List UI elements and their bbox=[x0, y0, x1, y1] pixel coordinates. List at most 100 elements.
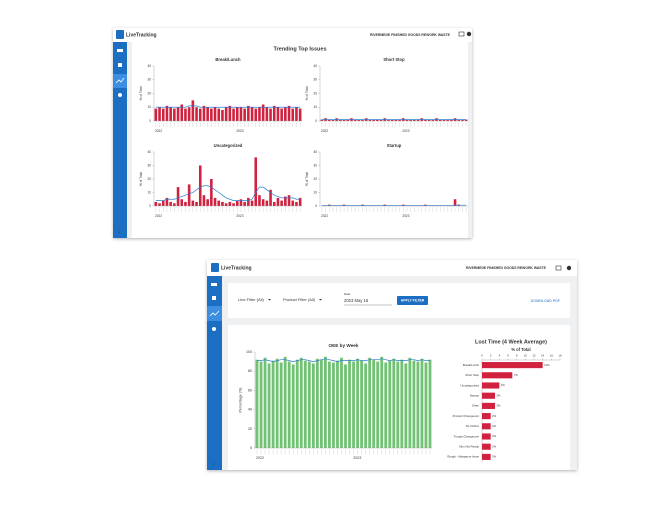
y-tick-label: 10 bbox=[147, 105, 151, 109]
y-tick-label: 20 bbox=[147, 91, 151, 95]
y-tick-label: 40 bbox=[147, 150, 151, 154]
bar bbox=[236, 107, 239, 121]
sidebar-active[interactable] bbox=[207, 306, 222, 321]
sidebar-icon[interactable] bbox=[118, 93, 122, 97]
bar bbox=[364, 364, 367, 448]
bar bbox=[296, 360, 299, 448]
sidebar-icon[interactable] bbox=[212, 296, 216, 300]
download-link[interactable]: DOWNLOAD PDF bbox=[531, 299, 561, 303]
x-group-label: 2023 bbox=[353, 456, 361, 460]
value-label: 2% bbox=[492, 434, 497, 438]
bar bbox=[292, 364, 295, 448]
product-filter[interactable]: Product Filter (All) bbox=[283, 297, 316, 302]
brand: LiveTracking bbox=[221, 265, 252, 271]
y-tick-label: 20 bbox=[248, 427, 252, 431]
bar bbox=[173, 109, 176, 121]
logo bbox=[116, 30, 124, 39]
x-group-label: 2022 bbox=[155, 214, 162, 218]
chart-title: Lost Time (4 Week Average) bbox=[475, 339, 547, 345]
bar bbox=[254, 109, 257, 121]
bar bbox=[272, 361, 275, 448]
account-icon[interactable] bbox=[467, 32, 471, 36]
value-label: 3% bbox=[497, 404, 502, 408]
bar bbox=[336, 361, 339, 448]
bar bbox=[352, 362, 355, 448]
bar bbox=[155, 109, 158, 121]
y-tick-label: 40 bbox=[313, 64, 317, 68]
bar bbox=[295, 202, 298, 206]
bar bbox=[273, 106, 276, 121]
y-tick-label: 10 bbox=[313, 105, 317, 109]
bar bbox=[184, 202, 187, 206]
y-tick-label: 0 bbox=[315, 119, 317, 123]
value-label: 4% bbox=[501, 383, 506, 387]
bar bbox=[264, 358, 267, 448]
sidebar-icon[interactable] bbox=[117, 49, 123, 52]
bar bbox=[243, 202, 246, 206]
top-window: LiveTracking RIVERMEDE FINISHED GOODS RE… bbox=[113, 28, 472, 238]
bar bbox=[344, 364, 347, 448]
bottom-window: LiveTracking RIVERMEDE FINISHED GOODS RE… bbox=[207, 260, 577, 470]
bar bbox=[188, 184, 191, 206]
category-label: Uncategorized bbox=[460, 383, 479, 387]
plant-select[interactable]: RIVERMEDE FINISHED GOODS REWORK WASTE bbox=[370, 33, 451, 37]
bar bbox=[277, 107, 280, 121]
bar bbox=[266, 201, 269, 206]
bar bbox=[288, 195, 291, 206]
bar bbox=[280, 363, 283, 448]
bar bbox=[158, 203, 161, 206]
category-label: Other bbox=[472, 404, 479, 408]
line-filter[interactable]: Line Filter (All) bbox=[238, 297, 264, 302]
y-tick-label: 30 bbox=[313, 163, 317, 167]
sidebar bbox=[113, 42, 127, 238]
bar bbox=[195, 202, 198, 206]
bar bbox=[304, 361, 307, 448]
bar bbox=[203, 195, 206, 206]
bar bbox=[392, 359, 395, 448]
bar bbox=[482, 362, 543, 368]
y-tick-label: 10 bbox=[147, 190, 151, 194]
bar bbox=[247, 106, 250, 121]
bar bbox=[229, 106, 232, 121]
y-tick-label: 20 bbox=[313, 91, 317, 95]
y-axis-label: % of Total bbox=[139, 172, 143, 186]
x-tick-label: 16 bbox=[550, 354, 554, 358]
y-tick-label: 100 bbox=[246, 350, 252, 354]
bar bbox=[482, 444, 491, 450]
bar bbox=[251, 201, 254, 206]
y-tick-label: 0 bbox=[315, 204, 317, 208]
chart-title: OEE by Week bbox=[329, 343, 359, 348]
bar bbox=[425, 363, 428, 448]
plant-select[interactable]: RIVERMEDE FINISHED GOODS REWORK WASTE bbox=[466, 266, 547, 270]
bar bbox=[203, 106, 206, 121]
bar bbox=[404, 364, 407, 448]
sidebar-icon[interactable] bbox=[212, 327, 216, 331]
bar bbox=[417, 362, 420, 448]
y-tick-label: 40 bbox=[248, 408, 252, 412]
bar bbox=[316, 359, 319, 448]
bar bbox=[280, 201, 283, 206]
chart-title: Break/Lunch bbox=[215, 57, 241, 62]
bar bbox=[262, 199, 265, 206]
y-axis-label: Percentage (%) bbox=[239, 388, 243, 413]
bar bbox=[332, 363, 335, 448]
bar bbox=[177, 107, 180, 121]
bar bbox=[482, 372, 512, 378]
sidebar-icon[interactable] bbox=[118, 63, 122, 67]
apply-button-label[interactable]: APPLY FILTER bbox=[401, 298, 425, 302]
bar bbox=[372, 360, 375, 448]
bar bbox=[221, 202, 224, 206]
bar bbox=[162, 109, 165, 121]
date-label: Date bbox=[344, 292, 351, 296]
y-tick-label: 0 bbox=[149, 119, 151, 123]
account-icon[interactable] bbox=[567, 266, 571, 270]
date-input[interactable]: 2023 May 15 bbox=[344, 298, 369, 303]
x-group-label: 2022 bbox=[155, 129, 162, 133]
y-tick-label: 20 bbox=[147, 177, 151, 181]
bar bbox=[412, 361, 415, 448]
sidebar-icon[interactable] bbox=[211, 283, 217, 286]
y-tick-label: 60 bbox=[248, 388, 252, 392]
bar bbox=[482, 423, 491, 429]
x-group-label: 2023 bbox=[236, 129, 243, 133]
bar bbox=[229, 202, 232, 206]
